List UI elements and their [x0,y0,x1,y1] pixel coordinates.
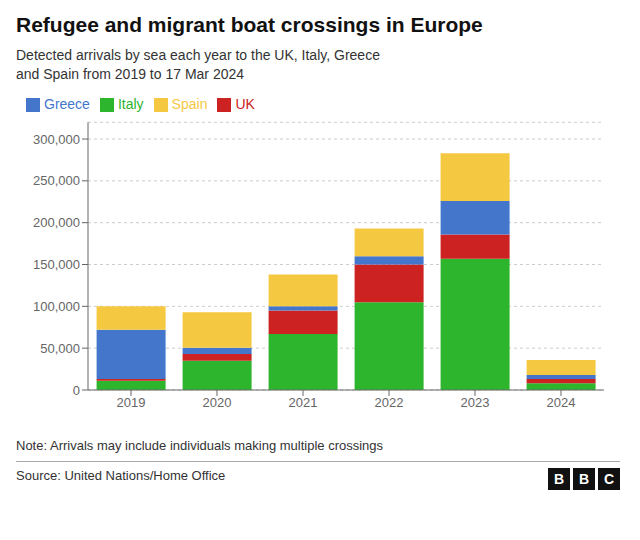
html-text:Note: Arrivals may include ind: Note: Arrivals may include individuals m… [16,438,383,453]
svg-text:0: 0 [73,383,80,398]
svg-text:2022: 2022 [375,395,404,410]
svg-text:2024: 2024 [547,395,576,410]
svg-text:2021: 2021 [289,395,318,410]
html-text:B: B [578,471,590,487]
svg-text:2019: 2019 [117,395,146,410]
svg-text:2023: 2023 [461,395,490,410]
svg-text:50,000: 50,000 [40,341,80,356]
svg-text:100,000: 100,000 [33,299,80,314]
svg-text:2020: 2020 [203,395,232,410]
html-text:Refugee and migrant boat cross: Refugee and migrant boat crossings in Eu… [16,13,483,36]
html-text:Source: United Nations/Home Of: Source: United Nations/Home Office [16,468,226,483]
svg-text:200,000: 200,000 [33,215,80,230]
html-text:Greece: Greece [44,96,90,112]
svg-text:300,000: 300,000 [33,132,80,147]
html-text:Spain: Spain [171,96,208,112]
svg-text:150,000: 150,000 [33,257,80,272]
html-text:B: B [553,471,565,487]
html-text:UK: UK [235,96,255,112]
html-text:Italy: Italy [117,96,144,112]
html-text:and Spain from 2019 to 17 Mar: and Spain from 2019 to 17 Mar 2024 [16,66,244,82]
svg-text:250,000: 250,000 [33,173,80,188]
html-text:C: C [603,471,615,487]
html-text:Detected arrivals by sea each: Detected arrivals by sea each year to th… [16,47,380,63]
